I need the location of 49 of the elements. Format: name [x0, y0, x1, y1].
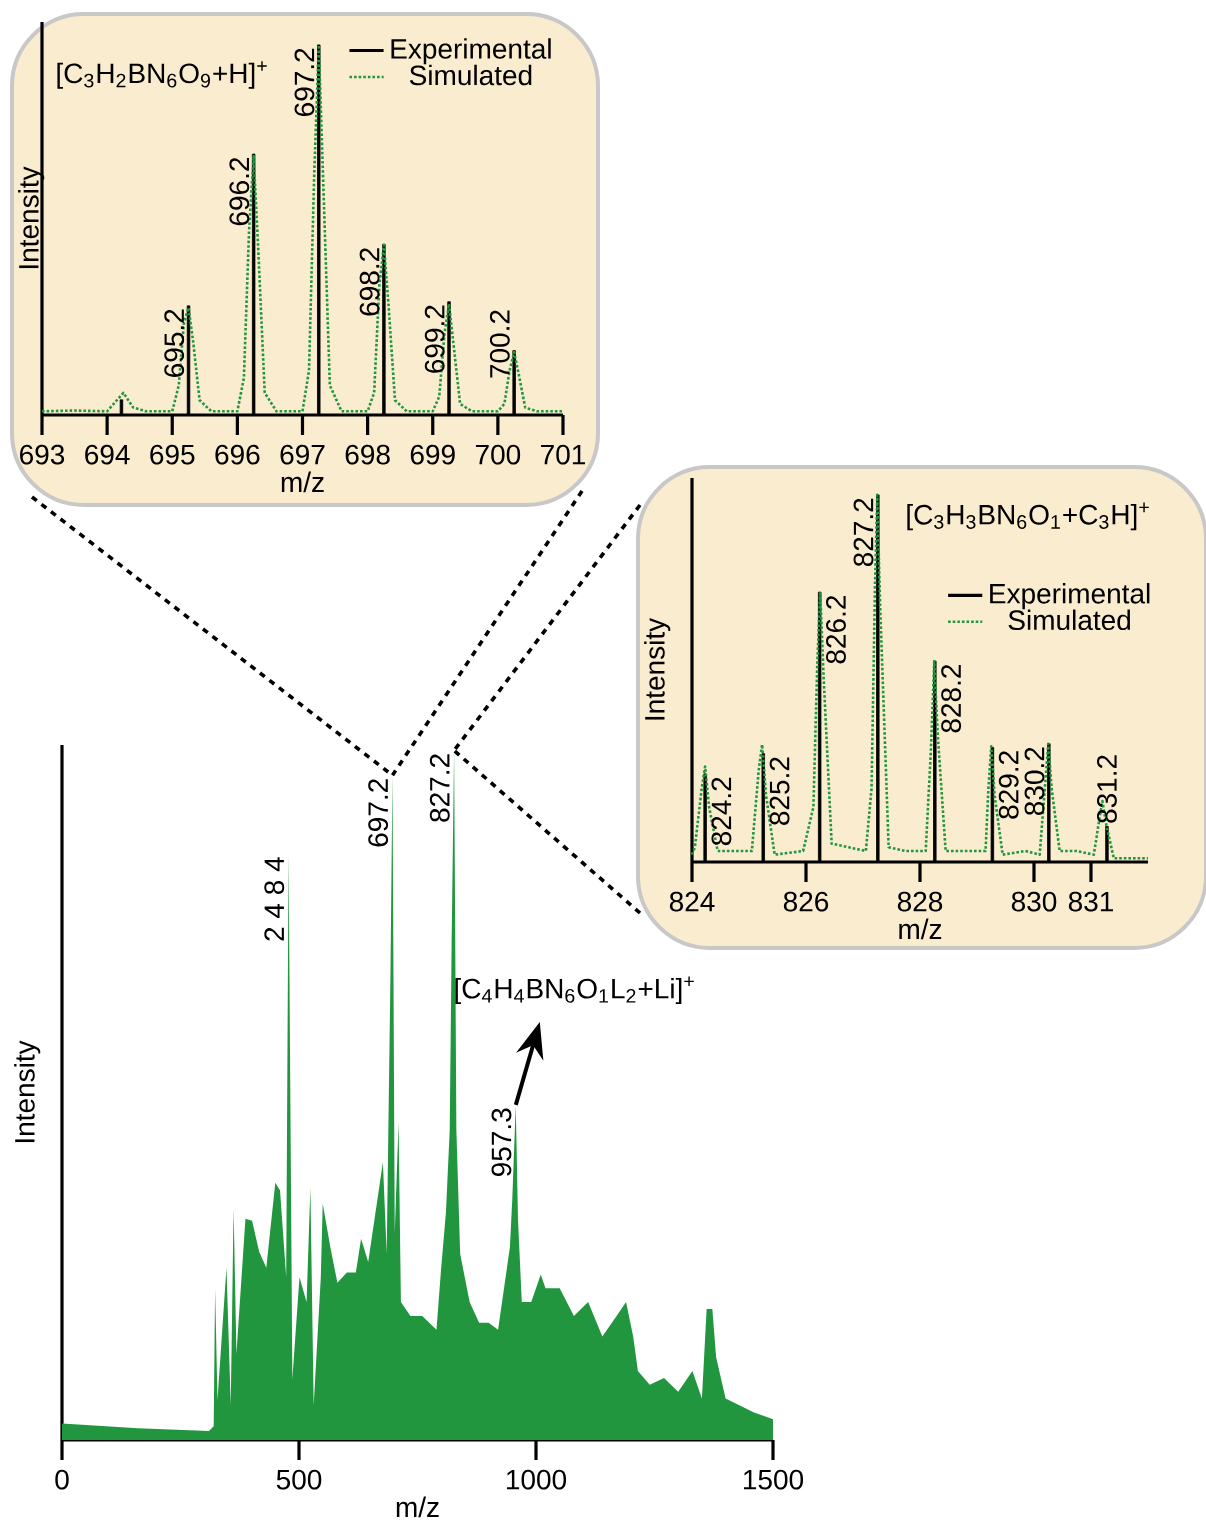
text: [C$_{3}$H$_{2}$BN$_{6}$O$_{9}$+H]$^{+}$ [57, 61, 267, 89]
x-axis-title: m/z [396, 1496, 439, 1518]
annotation: 829.2 [998, 751, 1019, 819]
annotation: 2 4 8 4 [264, 857, 285, 941]
annotation: 700.2 [489, 310, 510, 378]
annotation: 698.2 [359, 248, 380, 316]
annotation: 825.2 [769, 757, 790, 825]
legend-label: Simulated [1008, 609, 1130, 631]
x-tick-label: 700 [475, 444, 521, 465]
x-tick-label: 693 [20, 444, 65, 465]
annotation: 831.2 [1097, 755, 1117, 823]
x-tick-label: 698 [345, 444, 390, 465]
annotation: 827.2 [429, 754, 450, 822]
text: [C$_{4}$H$_{4}$BN$_{6}$O$_{1}$L$_{2}$+Li]$^{+}$ [455, 976, 694, 1005]
text: [C$_{3}$H$_{3}$BN$_{6}$O$_{1}$+C$_{3}$H]$^{+}$ [907, 502, 1149, 531]
annotation: 697.2 [294, 48, 315, 116]
y-axis-title: Intensity [644, 617, 671, 720]
x-tick-label: 824 [669, 891, 715, 912]
x-tick-label: 1000 [506, 1469, 567, 1490]
x-tick-label: 0 [55, 1469, 69, 1490]
annotation: 697.2 [368, 779, 389, 847]
x-tick-label: 695 [150, 444, 195, 465]
x-tick-label: 826 [783, 891, 829, 912]
x-tick-label: 500 [276, 1469, 322, 1490]
x-axis-title: m/z [899, 918, 942, 940]
annotation: 827.2 [853, 498, 874, 567]
annotation: 696.2 [229, 157, 250, 226]
annotation: 957.3 [491, 1108, 512, 1177]
x-tick-label: 831 [1068, 891, 1113, 912]
annotation: 695.2 [164, 309, 185, 377]
annotation: 824.2 [711, 777, 732, 846]
y-axis-title: Intensity [14, 1040, 41, 1143]
legend-label: Experimental [990, 583, 1150, 610]
annotation: 699.2 [424, 305, 445, 373]
x-tick-label: 701 [541, 444, 585, 465]
annotation: 828.2 [941, 664, 962, 733]
legend-label: Simulated [409, 64, 532, 86]
x-tick-label: 697 [280, 444, 325, 465]
legend-label: Experimental [391, 38, 551, 65]
x-tick-label: 694 [85, 444, 130, 465]
x-tick-label: 696 [215, 444, 260, 465]
x-axis-title: m/z [281, 471, 324, 493]
x-tick-label: 828 [897, 891, 943, 912]
x-tick-label: 699 [410, 444, 455, 465]
annotation: 826.2 [826, 595, 846, 664]
x-tick-label: 830 [1011, 891, 1057, 912]
x-tick-label: 1500 [743, 1469, 804, 1490]
annotation: 830.2 [1024, 747, 1045, 816]
y-axis-title: Intensity [18, 166, 45, 269]
